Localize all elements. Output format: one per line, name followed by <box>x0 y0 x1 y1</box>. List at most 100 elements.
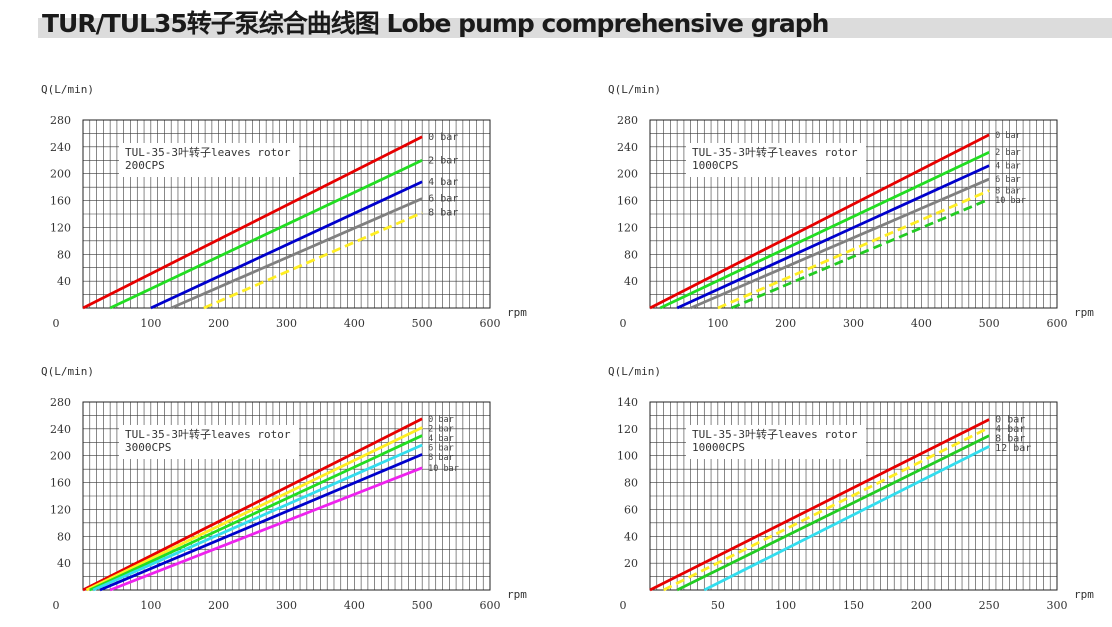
x-tick-label: 300 <box>276 599 297 612</box>
x-tick-label: 400 <box>344 317 365 330</box>
x-tick-label: 400 <box>911 317 932 330</box>
y-tick-label: 240 <box>50 141 71 154</box>
annotation-background <box>119 425 299 459</box>
series-line <box>676 164 990 310</box>
series-line <box>150 180 423 310</box>
y-tick-label: 280 <box>50 396 71 409</box>
annotation-background <box>686 143 866 177</box>
x-axis-label: rpm <box>507 306 527 319</box>
series-line <box>649 133 990 310</box>
series-line <box>89 434 423 592</box>
series-group <box>82 135 423 310</box>
annotation-line2: 3000CPS <box>125 441 171 454</box>
y-tick-label: 240 <box>50 423 71 436</box>
y-tick-label: 60 <box>624 503 638 516</box>
y-tick-label: 120 <box>617 423 638 436</box>
x-tick-label: 50 <box>711 599 725 612</box>
y-tick-label: 280 <box>50 114 71 127</box>
x-tick-label: 600 <box>480 317 501 330</box>
x-tick-label: 500 <box>979 317 1000 330</box>
grid <box>649 119 1058 309</box>
legend-label: 2 bar <box>428 155 458 166</box>
y-tick-label: 100 <box>617 450 638 463</box>
legend-label: 6 bar <box>428 194 458 205</box>
series-line <box>109 159 423 310</box>
y-tick-label: 200 <box>50 450 71 463</box>
x-axis-label: rpm <box>507 588 527 601</box>
annotation-line2: 1000CPS <box>692 159 738 172</box>
legend: 0 bar 2 bar 4 bar 6 bar 8 bar <box>428 132 458 219</box>
series-line <box>659 150 990 310</box>
origin-label: 0 <box>620 599 627 612</box>
legend-label: 0 bar <box>995 131 1021 141</box>
x-tick-label: 300 <box>843 317 864 330</box>
legend-label: 4 bar <box>995 424 1025 435</box>
y-tick-label: 80 <box>624 477 638 490</box>
x-tick-label: 500 <box>412 317 433 330</box>
legend-label: 6 bar <box>428 443 454 453</box>
y-tick-label: 80 <box>624 248 638 261</box>
origin-label: 0 <box>53 317 60 330</box>
y-axis-label: Q(L/min) <box>608 365 661 378</box>
annotation-line1: TUL-35-3叶转子leaves rotor <box>692 427 858 441</box>
y-tick-label: 120 <box>50 503 71 516</box>
x-axis: 100 200 300 400 500 600 <box>140 599 500 612</box>
series-line <box>662 426 990 592</box>
y-tick-label: 40 <box>624 275 638 288</box>
legend-label: 2 bar <box>428 424 454 434</box>
y-tick-label: 140 <box>617 396 638 409</box>
series-line <box>717 189 990 310</box>
y-tick-label: 160 <box>617 195 638 208</box>
x-tick-label: 250 <box>979 599 1000 612</box>
x-tick-label: 500 <box>412 599 433 612</box>
x-axis: 50 100 150 200 250 300 <box>711 599 1068 612</box>
x-tick-label: 300 <box>276 317 297 330</box>
plot-frame <box>82 401 491 591</box>
y-axis: 40 80 120 160 200 240 280 0 <box>50 114 71 330</box>
annotation-line1: TUL-35-3叶转子leaves rotor <box>692 145 858 159</box>
y-tick-label: 80 <box>57 530 71 543</box>
series-line <box>99 453 423 592</box>
y-axis: 40 80 120 160 200 240 280 0 <box>50 396 71 612</box>
series-line <box>109 466 423 592</box>
x-tick-label: 150 <box>843 599 864 612</box>
x-tick-label: 200 <box>208 599 229 612</box>
x-tick-label: 100 <box>140 317 161 330</box>
y-tick-label: 20 <box>624 557 638 570</box>
origin-label: 0 <box>53 599 60 612</box>
annotation-background <box>686 425 866 459</box>
x-tick-label: 100 <box>707 317 728 330</box>
y-tick-label: 40 <box>57 275 71 288</box>
legend-label: 4 bar <box>428 434 454 444</box>
series-line <box>649 418 990 592</box>
y-axis: 40 80 120 160 200 240 280 0 <box>617 114 638 330</box>
legend-label: 4 bar <box>428 177 458 188</box>
annotation-line2: 200CPS <box>125 159 165 172</box>
legend-label: 0 bar <box>995 414 1025 425</box>
series-line <box>92 443 423 592</box>
legend-label: 2 bar <box>995 148 1021 158</box>
y-tick-label: 40 <box>624 530 638 543</box>
legend-label: 0 bar <box>428 132 458 143</box>
legend-label: 8 bar <box>995 433 1025 444</box>
y-tick-label: 160 <box>50 195 71 208</box>
y-axis: 20 40 60 80 100 120 140 0 <box>617 396 638 612</box>
page-title: TUR/TUL35转子泵综合曲线图 Lobe pump comprehensiv… <box>42 9 829 38</box>
series-line <box>82 417 423 592</box>
y-axis-label: Q(L/min) <box>41 83 94 96</box>
x-tick-label: 100 <box>140 599 161 612</box>
x-tick-label: 300 <box>1047 599 1068 612</box>
x-axis: 100 200 300 400 500 600 <box>707 317 1067 330</box>
annotation-line1: TUL-35-3叶转子leaves rotor <box>125 427 291 441</box>
y-tick-label: 120 <box>50 221 71 234</box>
y-tick-label: 200 <box>50 168 71 181</box>
legend-label: 0 bar <box>428 415 454 425</box>
legend-label: 12 bar <box>995 443 1031 454</box>
